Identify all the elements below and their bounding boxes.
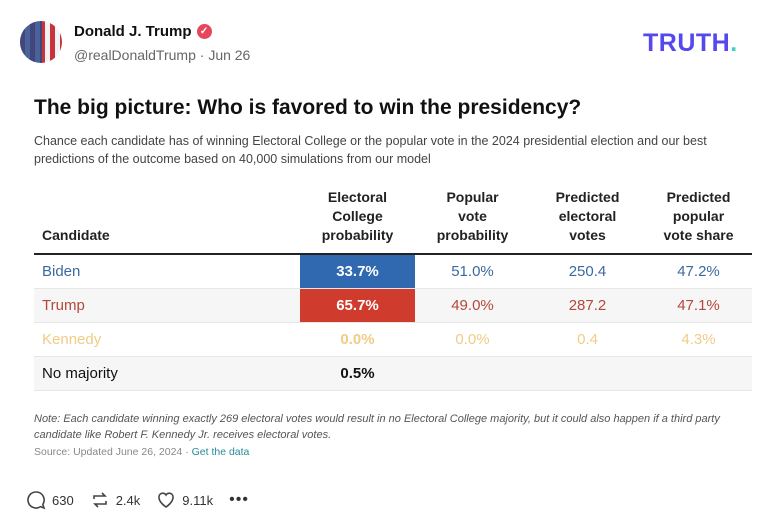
column-header: Predicted electoral votes — [530, 188, 645, 255]
popular-probability: 49.0% — [415, 288, 530, 323]
post-date[interactable]: Jun 26 — [208, 47, 251, 63]
candidate-name: Trump — [34, 288, 300, 323]
predicted-ev: 287.2 — [530, 288, 645, 323]
more-options-button[interactable]: ••• — [229, 491, 249, 509]
candidate-name: Biden — [34, 254, 300, 289]
card-title: The big picture: Who is favored to win t… — [34, 96, 582, 119]
reply-icon — [27, 491, 46, 510]
column-header: Candidate — [34, 188, 300, 255]
table-note: Note: Each candidate winning exactly 269… — [34, 413, 720, 441]
more-icon: ••• — [229, 491, 249, 508]
verified-badge-icon: ✓ — [196, 24, 212, 39]
reply-button[interactable]: 630 — [26, 490, 74, 510]
table-row: Biden 33.7% 51.0% 250.4 47.2% — [34, 254, 752, 289]
post-meta: @realDonaldTrump · Jun 26 — [74, 47, 251, 63]
ec-probability: 33.7% — [300, 254, 415, 289]
predicted-ev: 250.4 — [530, 254, 645, 289]
source-line: Source: Updated June 26, 2024 · Get the … — [34, 446, 250, 458]
table-row: Kennedy 0.0% 0.0% 0.4 4.3% — [34, 322, 752, 357]
card-subtitle: Chance each candidate has of winning Ele… — [34, 134, 707, 166]
repost-button[interactable]: 2.4k — [90, 490, 140, 510]
column-header: Predicted popular vote share — [645, 188, 752, 255]
ec-probability: 65.7% — [300, 288, 415, 323]
get-data-link[interactable]: Get the data — [191, 446, 250, 458]
candidate-name: Kennedy — [34, 322, 300, 357]
author-name[interactable]: Donald J. Trump ✓ — [74, 23, 212, 40]
ec-probability: 0.5% — [300, 356, 415, 391]
ec-probability: 0.0% — [300, 322, 415, 357]
column-header: Popular vote probability — [415, 188, 530, 255]
avatar[interactable] — [20, 21, 62, 63]
author-handle[interactable]: @realDonaldTrump — [74, 47, 196, 63]
repost-icon — [92, 492, 107, 508]
column-header: Electoral College probability — [300, 188, 415, 255]
table-row: Trump 65.7% 49.0% 287.2 47.1% — [34, 288, 752, 323]
forecast-table: Candidate Electoral College probability Po… — [34, 188, 752, 391]
candidate-name: No majority — [34, 356, 300, 391]
like-button[interactable]: 9.11k — [156, 490, 213, 510]
heart-icon — [158, 492, 175, 508]
table-row: No majority 0.5% — [34, 356, 752, 391]
predicted-share: 47.1% — [645, 288, 752, 323]
predicted-ev: 0.4 — [530, 322, 645, 357]
post-actions: 630 2.4k 9.11k ••• — [26, 490, 257, 510]
popular-probability: 51.0% — [415, 254, 530, 289]
predicted-share: 4.3% — [645, 322, 752, 357]
predicted-share: 47.2% — [645, 254, 752, 289]
popular-probability: 0.0% — [415, 322, 530, 357]
truth-logo: TRUTH. — [643, 29, 738, 57]
